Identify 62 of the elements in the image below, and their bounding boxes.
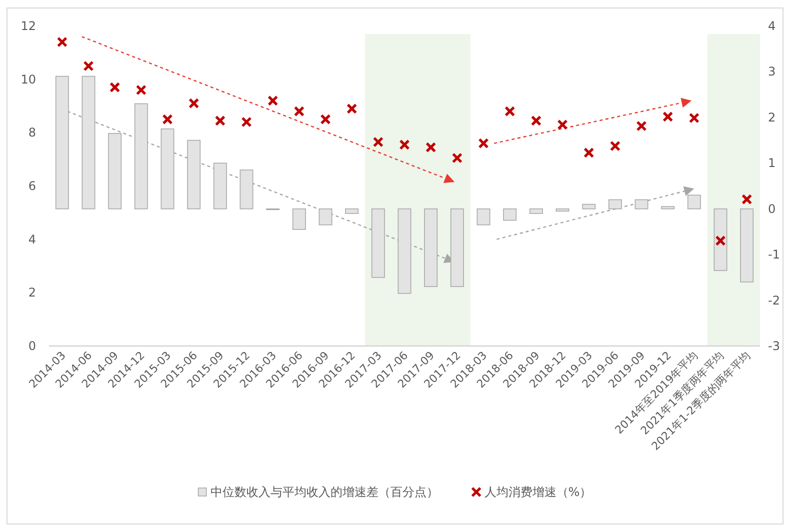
y2-tick-label: -3	[768, 339, 780, 353]
y-tick-label: 2	[28, 286, 36, 300]
bar	[634, 199, 648, 210]
y2-tick-label: 3	[768, 64, 776, 79]
point	[478, 138, 489, 149]
y-tick-label: 4	[28, 232, 36, 246]
y2-tick-label: 1	[768, 156, 776, 170]
point	[530, 115, 542, 126]
point	[188, 98, 200, 109]
y-tick-label: 12	[20, 19, 36, 33]
y-tick-label: 6	[28, 179, 36, 193]
bar	[661, 206, 675, 210]
point	[662, 111, 674, 122]
bar	[503, 208, 517, 221]
bar	[714, 208, 728, 271]
point	[294, 106, 304, 117]
bar	[240, 170, 254, 210]
bar	[529, 208, 543, 214]
point	[56, 36, 68, 48]
point	[320, 114, 331, 125]
point	[742, 194, 752, 205]
point	[136, 84, 146, 96]
point	[214, 115, 226, 126]
y-tick-label: 0	[28, 339, 36, 353]
y2-tick-label: 4	[768, 19, 776, 33]
point	[346, 103, 358, 114]
point	[399, 139, 410, 150]
point	[268, 95, 278, 106]
bar	[345, 208, 359, 214]
point	[688, 112, 700, 124]
point	[83, 60, 94, 72]
bar	[556, 208, 570, 212]
bar	[108, 133, 122, 210]
y2-tick-label: -1	[768, 248, 780, 262]
bar	[476, 208, 490, 226]
y-tick-label: 10	[20, 72, 36, 86]
y-tick-label: 8	[28, 126, 36, 140]
legend-label: 中位数收入与平均收入的增速差（百分点）	[210, 485, 438, 499]
point	[610, 140, 620, 152]
bar	[292, 208, 306, 230]
point	[241, 116, 252, 128]
bar	[187, 140, 201, 210]
bar	[318, 208, 332, 226]
point	[715, 235, 726, 246]
y2-tick-label: 2	[768, 110, 776, 124]
bar	[160, 128, 174, 210]
point	[557, 119, 568, 130]
bar	[582, 204, 596, 210]
bar	[213, 162, 227, 210]
point	[584, 147, 594, 158]
point	[110, 82, 120, 93]
point	[452, 152, 462, 164]
legend-label: 人均消费增速（%）	[484, 485, 592, 499]
y2-tick-label: -2	[768, 293, 780, 308]
point	[426, 142, 436, 153]
point	[162, 114, 173, 125]
bar	[740, 208, 754, 282]
point	[504, 106, 516, 117]
point	[636, 120, 647, 132]
point	[372, 136, 384, 148]
y2-tick-label: 0	[768, 202, 776, 216]
bar	[608, 199, 622, 210]
